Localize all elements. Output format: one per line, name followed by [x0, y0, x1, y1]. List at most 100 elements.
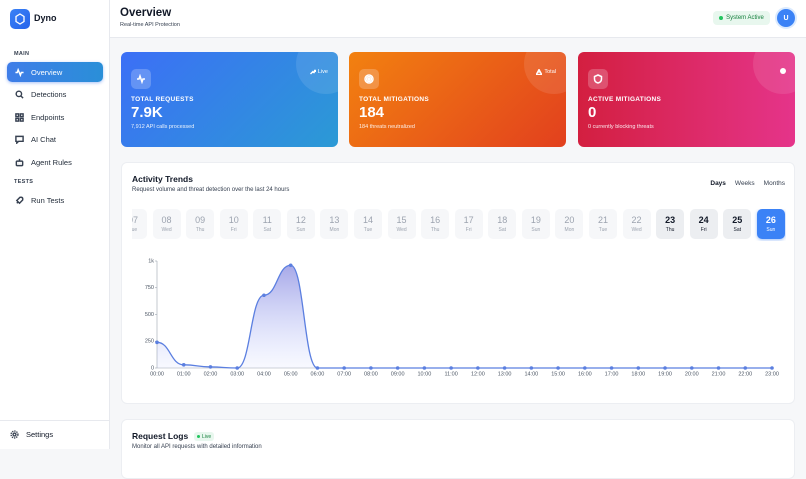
logs-panel: Request Logs Live Monitor all API reques… — [121, 419, 795, 479]
data-point — [262, 293, 266, 298]
nav-icon — [15, 135, 24, 144]
date-pill[interactable]: 19 Sun — [521, 209, 550, 239]
settings-link[interactable]: Settings — [10, 430, 53, 439]
nav-item[interactable]: Overview — [7, 62, 103, 82]
date-pill[interactable]: 13 Mon — [320, 209, 349, 239]
nav-item[interactable]: Agent Rules — [7, 152, 103, 172]
nav-label: AI Chat — [31, 135, 57, 144]
date-pill[interactable]: 22 Wed — [622, 209, 651, 239]
x-tick-label: 10:00 — [418, 371, 432, 377]
data-point — [181, 362, 186, 367]
date-weekday: Tue — [132, 227, 138, 233]
x-tick-label: 03:00 — [230, 371, 244, 377]
stat-card: Total TOTAL MITIGATIONS 184 184 threats … — [349, 52, 566, 147]
date-weekday: Thu — [195, 227, 205, 233]
date-day: 24 — [698, 215, 709, 225]
x-tick-label: 06:00 — [311, 371, 325, 377]
date-day: 21 — [597, 215, 608, 225]
date-pill[interactable]: 25 Sat — [723, 209, 752, 239]
header: Overview Real-time API Protection System… — [110, 0, 806, 38]
y-tick-label: 500 — [145, 312, 154, 318]
data-point — [770, 366, 774, 370]
date-weekday: Sat — [498, 227, 507, 233]
nav-icon — [15, 158, 24, 166]
x-tick-label: 12:00 — [471, 371, 485, 377]
date-pill[interactable]: 20 Mon — [555, 209, 584, 239]
date-pill[interactable]: 17 Fri — [454, 209, 483, 239]
date-pill[interactable]: 21 Tue — [588, 209, 617, 239]
y-tick-label: 250 — [145, 339, 154, 345]
date-day: 13 — [329, 215, 340, 225]
date-pill[interactable]: 08 Wed — [152, 209, 181, 239]
card-caption: 0 currently blocking threats — [588, 124, 654, 130]
date-day: 12 — [295, 215, 306, 225]
date-weekday: Tue — [598, 227, 608, 233]
date-weekday: Wed — [161, 227, 172, 233]
card-icon — [359, 69, 379, 89]
section-title: TESTS — [14, 179, 34, 185]
avatar[interactable]: U — [777, 9, 795, 27]
date-day: 20 — [564, 215, 575, 225]
date-pill[interactable]: 07 Tue — [132, 209, 147, 239]
nav-item[interactable]: Run Tests — [7, 190, 103, 210]
date-weekday: Thu — [665, 227, 675, 233]
date-pill[interactable]: 23 Thu — [656, 209, 685, 239]
x-tick-label: 15:00 — [551, 371, 565, 377]
panel-subtitle: Monitor all API requests with detailed i… — [132, 444, 262, 450]
date-weekday: Sat — [733, 227, 741, 233]
data-point — [583, 366, 587, 370]
card-icon — [588, 69, 608, 89]
date-pill[interactable]: 15 Wed — [387, 209, 416, 239]
settings-label: Settings — [26, 430, 54, 439]
date-pill[interactable]: 26 Sun — [756, 209, 785, 239]
y-tick-label: 1k — [148, 258, 154, 264]
range-tab[interactable]: Days — [710, 180, 726, 187]
nav-label: Agent Rules — [31, 157, 72, 167]
card-badge: Total — [536, 69, 556, 75]
badge-text: Live — [202, 433, 212, 440]
data-point — [342, 366, 346, 370]
live-badge: Live — [194, 432, 215, 441]
date-pill[interactable]: 14 Tue — [353, 209, 382, 239]
date-weekday: Wed — [631, 227, 642, 233]
date-pill[interactable]: 18 Sat — [488, 209, 517, 239]
date-pill[interactable]: 12 Sun — [286, 209, 315, 239]
date-weekday: Wed — [396, 227, 407, 233]
panel-subtitle: Request volume and threat detection over… — [132, 187, 290, 193]
nav-item[interactable]: AI Chat — [7, 130, 103, 150]
activity-chart: 0 250 500 750 1k 00:00 01:00 02:00 03:00 04:00 05:… — [145, 258, 779, 377]
nav-icon — [15, 67, 24, 77]
date-pill[interactable]: 16 Thu — [421, 209, 450, 239]
stat-card: Live TOTAL REQUESTS 7.9K 7,912 API calls… — [121, 52, 338, 147]
date-weekday: Sat — [263, 227, 272, 233]
date-weekday: Thu — [430, 227, 440, 233]
date-strip: 07 Tue 08 Wed 09 Thu 10 Fri 11 Sat 12 Sun 13 Mon 14 Tue… — [132, 209, 786, 241]
x-tick-label: 11:00 — [444, 371, 457, 377]
range-tab[interactable]: Weeks — [734, 180, 755, 187]
data-point — [476, 366, 480, 370]
nav-item[interactable]: Detections — [7, 85, 103, 105]
date-weekday: Sun — [531, 227, 541, 233]
date-day: 11 — [262, 215, 272, 225]
badge-text: Live — [317, 69, 328, 75]
nav-icon — [15, 196, 24, 204]
range-tab[interactable]: Months — [763, 180, 785, 187]
status-pill: System Active — [713, 11, 770, 25]
date-pill[interactable]: 11 Sat — [253, 209, 282, 239]
data-point — [422, 366, 427, 370]
date-pill[interactable]: 09 Thu — [186, 209, 215, 239]
data-point — [636, 366, 641, 370]
nav-item[interactable]: Endpoints — [7, 107, 103, 127]
x-tick-label: 00:00 — [150, 371, 164, 377]
data-point — [369, 366, 373, 370]
nav-icon — [15, 90, 24, 99]
data-point — [609, 366, 614, 370]
date-pill[interactable]: 24 Fri — [689, 209, 718, 239]
date-day: 25 — [732, 215, 743, 225]
card-caption: 7,912 API calls processed — [131, 124, 195, 130]
date-pill[interactable]: 10 Fri — [219, 209, 248, 239]
date-day: 17 — [463, 215, 474, 225]
date-day: 14 — [362, 215, 373, 225]
data-point — [663, 366, 667, 370]
x-tick-label: 02:00 — [204, 371, 218, 377]
